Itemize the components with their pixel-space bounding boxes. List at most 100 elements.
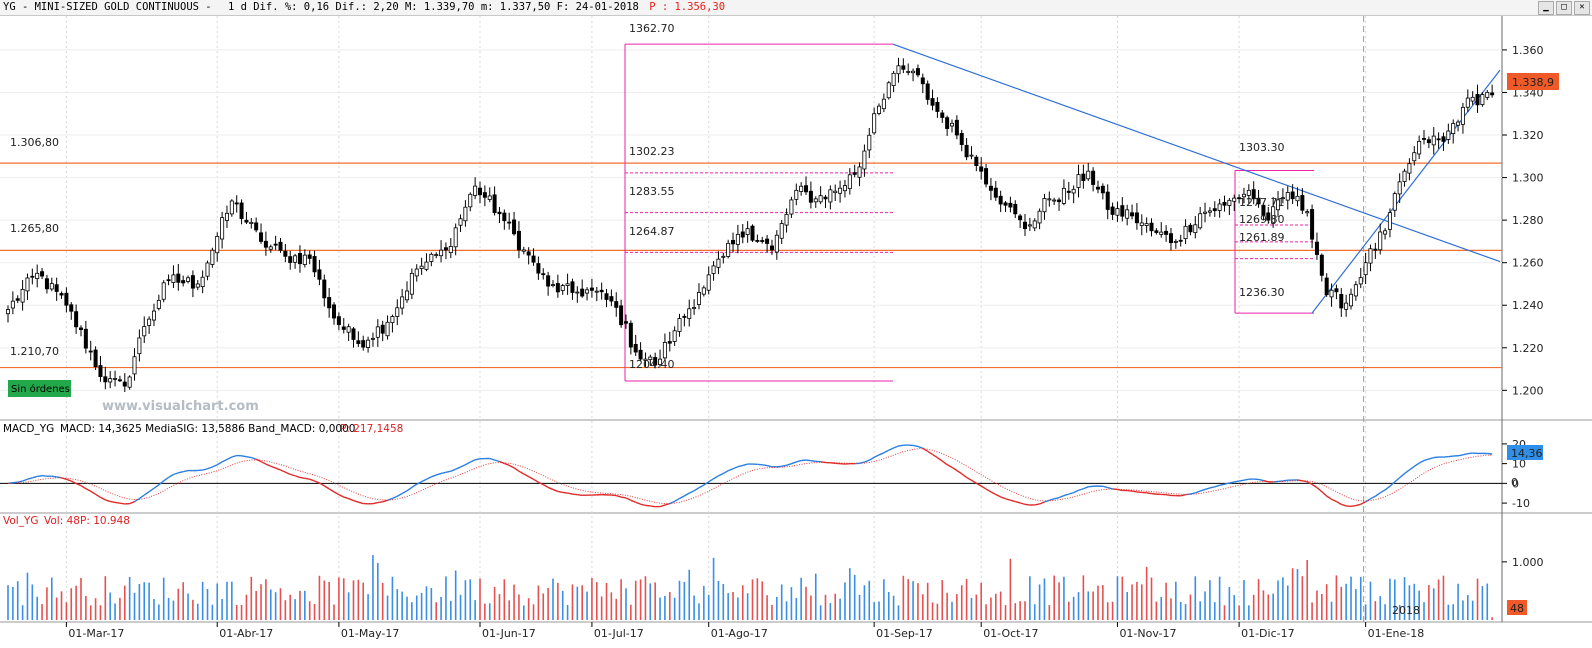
macd-seg-32 — [158, 480, 165, 486]
macd-seg-292 — [1423, 458, 1430, 462]
macd-seg-268 — [1306, 481, 1313, 485]
candle-body-62 — [307, 254, 312, 259]
macd-seg-197 — [961, 473, 968, 479]
price-axis: 1.2001.2201.2401.2601.2801.3001.3201.340… — [1502, 44, 1544, 397]
candle-body-143 — [701, 287, 706, 295]
macd-seg-59 — [290, 473, 296, 477]
candle-body-25 — [127, 376, 132, 388]
candle-body-88 — [434, 254, 439, 257]
macd-seg-76 — [372, 501, 378, 505]
candle-body-109 — [536, 263, 541, 274]
candle-body-40 — [200, 276, 205, 288]
macd-seg-66 — [323, 485, 330, 490]
candle-body-43 — [215, 236, 220, 254]
candlesticks — [6, 57, 1495, 392]
macd-seg-294 — [1433, 456, 1439, 459]
candle-body-108 — [531, 255, 536, 263]
minimize-icon[interactable]: ▁ — [1538, 1, 1554, 15]
candle-body-257 — [1256, 197, 1261, 205]
candle-body-248 — [1212, 208, 1217, 212]
candle-body-114 — [560, 285, 565, 291]
macd-seg-181 — [883, 449, 890, 454]
macd-seg-219 — [1068, 491, 1074, 495]
macd-seg-85 — [416, 480, 422, 485]
macd-seg-86 — [421, 478, 427, 483]
macd-seg-101 — [494, 459, 500, 463]
fib1-level-2: 1283.55 — [629, 185, 675, 198]
macd-seg-128 — [625, 497, 632, 501]
macd-seg-27 — [134, 497, 140, 503]
candle-body-135 — [662, 342, 667, 359]
orders-badge[interactable]: Sin órdenes — [11, 383, 70, 395]
candle-body-97 — [478, 187, 483, 196]
macd-seg-13 — [66, 478, 72, 482]
macd-seg-28 — [138, 494, 145, 500]
candle-body-200 — [979, 166, 984, 172]
candle-body-132 — [648, 356, 653, 361]
candle-body-265 — [1295, 195, 1300, 202]
macd-seg-283 — [1379, 489, 1386, 494]
vol-tick-label-0: 1.000 — [1512, 556, 1544, 569]
candle-body-17 — [88, 350, 93, 353]
candle-body-263 — [1285, 192, 1290, 201]
macd-seg-210 — [1024, 503, 1030, 506]
candle-body-167 — [818, 195, 823, 203]
candle-body-273 — [1334, 288, 1339, 293]
candle-body-296 — [1446, 130, 1451, 140]
date-label-5: 01-Ago-17 — [711, 627, 768, 640]
candle-body-279 — [1363, 262, 1368, 276]
grid — [0, 16, 1502, 622]
macd-seg-34 — [168, 473, 174, 479]
macd-seg-126 — [616, 494, 622, 498]
macd-seg-204 — [995, 493, 1001, 498]
fibonacci-boxes — [624, 43, 1314, 382]
candle-body-6 — [35, 272, 40, 279]
candle-body-202 — [988, 185, 993, 191]
macd-seg-100 — [489, 457, 495, 461]
candle-body-13 — [69, 304, 74, 312]
macd-seg-201 — [980, 485, 987, 490]
candle-body-284 — [1387, 212, 1392, 230]
macd-seg-282 — [1374, 492, 1381, 497]
macd-seg-65 — [319, 482, 325, 487]
candle-body-82 — [405, 290, 410, 301]
candle-body-234 — [1144, 223, 1149, 226]
candle-body-302 — [1475, 93, 1480, 106]
candle-body-293 — [1431, 135, 1436, 146]
candle-body-69 — [341, 326, 346, 330]
candle-body-224 — [1095, 186, 1100, 190]
maximize-icon[interactable]: □ — [1556, 1, 1572, 15]
close-icon[interactable]: ✕ — [1574, 1, 1590, 15]
date-label-1: 01-Abr-17 — [219, 627, 273, 640]
macd-seg-232 — [1131, 490, 1138, 493]
candle-body-23 — [117, 379, 122, 382]
macd-seg-160 — [781, 464, 787, 467]
fib1-level-3: 1264.87 — [629, 225, 675, 238]
macd-seg-57 — [280, 469, 286, 473]
candle-body-116 — [570, 281, 575, 293]
candle-body-49 — [244, 219, 249, 223]
macd-seg-236 — [1151, 492, 1157, 495]
candle-body-211 — [1032, 220, 1037, 229]
candle-body-16 — [83, 328, 88, 349]
macd-seg-49 — [241, 455, 247, 458]
macd-seg-132 — [645, 504, 651, 507]
macd-seg-44 — [216, 461, 223, 466]
macd-seg-12 — [61, 477, 67, 480]
macd-seg-2 — [12, 481, 18, 484]
macd-seg-139 — [679, 495, 685, 500]
date-label-8: 01-Nov-17 — [1119, 627, 1176, 640]
macd-seg-68 — [333, 491, 340, 496]
fib2-bottom-label: 1236.30 — [1239, 286, 1285, 299]
candle-body-145 — [711, 265, 716, 274]
orders-badge-bg[interactable] — [8, 380, 71, 397]
macd-title: MACD_YG — [3, 423, 54, 435]
candle-body-210 — [1027, 224, 1032, 227]
macd-seg-53 — [260, 460, 267, 465]
candle-body-46 — [229, 200, 234, 215]
macd-seg-213 — [1039, 501, 1045, 505]
level-label-2: 1.265,80 — [10, 222, 59, 235]
candle-body-254 — [1241, 193, 1246, 198]
candle-body-81 — [400, 296, 405, 309]
